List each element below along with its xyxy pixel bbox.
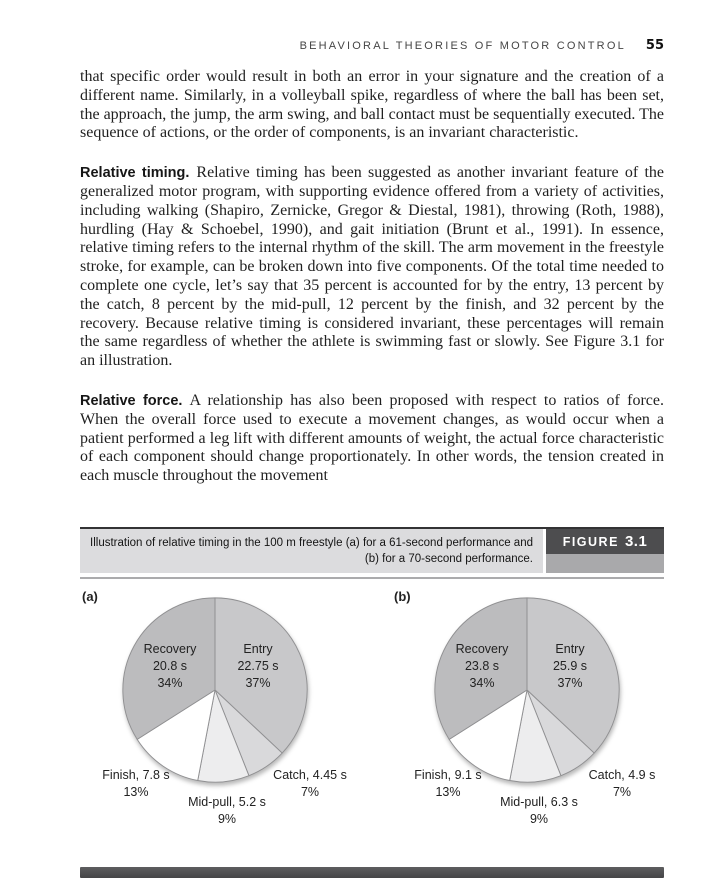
entry-pct: 37% [557, 676, 583, 690]
midpull-pct: 9% [217, 812, 237, 826]
finish-label: Finish, 9.1 s 13% [393, 767, 503, 801]
recovery-time: 23.8 s [464, 659, 500, 673]
catch-pct: 7% [300, 785, 320, 799]
recovery-pct: 34% [157, 676, 183, 690]
paragraph-invariant-order: that specific order would result in both… [80, 68, 664, 143]
recovery-name: Recovery [143, 642, 197, 656]
midpull-pct: 9% [529, 812, 549, 826]
midpull-label: Mid-pull, 5.2 s 9% [167, 794, 287, 828]
figure-caption-line1: Illustration of relative timing in the 1… [90, 537, 533, 549]
figure-label-number: 3.1 [624, 533, 648, 550]
finish-label: Finish, 7.8 s 13% [81, 767, 191, 801]
pie-charts-row: (a) Entry 22.75 s 37% Recovery 20.8 s 34… [80, 581, 664, 847]
pie-slice-entry [526, 597, 620, 754]
run-in-heading-relative-timing: Relative timing. [80, 165, 190, 182]
panel-label-b: (b) [394, 589, 411, 604]
entry-label: Entry 22.75 s 37% [203, 641, 313, 692]
pie-slice-finish [136, 689, 216, 781]
paragraph-text: Relative timing has been suggested as an… [80, 164, 664, 370]
pie-slice-entry [214, 597, 308, 754]
paragraph-relative-timing: Relative timing. Relative timing has been… [80, 164, 664, 371]
pie-slice-recovery [122, 597, 216, 740]
pie-b [434, 597, 620, 783]
recovery-label: Recovery 20.8 s 34% [115, 641, 225, 692]
entry-time: 25.9 s [552, 659, 588, 673]
finish-name-time: Finish, 9.1 s [414, 768, 482, 782]
midpull-name-time: Mid-pull, 6.3 s [500, 795, 578, 809]
midpull-name-time: Mid-pull, 5.2 s [188, 795, 266, 809]
figure-label-word: FIGURE [562, 534, 619, 549]
pie-slice-recovery [434, 597, 528, 740]
chapter-title: BEHAVIORAL THEORIES OF MOTOR CONTROL [299, 40, 626, 52]
catch-name-time: Catch, 4.9 s [588, 768, 656, 782]
recovery-label: Recovery 23.8 s 34% [427, 641, 537, 692]
pie-chart-b: (b) Entry 25.9 s 37% Recovery 23.8 s 34%… [392, 581, 684, 847]
figure-caption-bar: Illustration of relative timing in the 1… [80, 527, 664, 573]
finish-name-time: Finish, 7.8 s [102, 768, 170, 782]
paragraph-text: that specific order would result in both… [80, 68, 664, 142]
pie-a [122, 597, 308, 783]
entry-time: 22.75 s [237, 659, 279, 673]
running-head: BEHAVIORAL THEORIES OF MOTOR CONTROL 55 [80, 38, 664, 53]
entry-pct: 37% [245, 676, 271, 690]
catch-pct: 7% [612, 785, 632, 799]
catch-label: Catch, 4.45 s 7% [255, 767, 365, 801]
page-number: 55 [645, 38, 664, 53]
run-in-heading-relative-force: Relative force. [80, 392, 183, 409]
recovery-pct: 34% [469, 676, 495, 690]
finish-pct: 13% [123, 785, 149, 799]
catch-name-time: Catch, 4.45 s [273, 768, 347, 782]
figure-label: FIGURE 3.1 [546, 529, 664, 554]
paragraph-text: A relationship has also been proposed wi… [80, 391, 664, 485]
figure-caption: Illustration of relative timing in the 1… [80, 529, 543, 573]
entry-name: Entry [243, 642, 273, 656]
figure-divider-rule [80, 577, 664, 579]
finish-pct: 13% [435, 785, 461, 799]
midpull-label: Mid-pull, 6.3 s 9% [479, 794, 599, 828]
catch-label: Catch, 4.9 s 7% [567, 767, 677, 801]
paragraph-relative-force: Relative force. A relationship has also b… [80, 392, 664, 486]
entry-label: Entry 25.9 s 37% [515, 641, 625, 692]
pie-slice-finish [448, 689, 528, 781]
pie-chart-a: (a) Entry 22.75 s 37% Recovery 20.8 s 34… [80, 581, 372, 847]
figure-caption-line2: (b) for a 70-second performance. [364, 553, 533, 565]
recovery-time: 20.8 s [152, 659, 188, 673]
entry-name: Entry [555, 642, 585, 656]
figure-bottom-rule [80, 867, 664, 878]
recovery-name: Recovery [455, 642, 509, 656]
figure-label-tab: FIGURE 3.1 [546, 529, 664, 573]
figure-label-tab-shadow [546, 554, 664, 573]
body-text: that specific order would result in both… [80, 68, 664, 507]
panel-label-a: (a) [82, 589, 98, 604]
figure-3-1: Illustration of relative timing in the 1… [80, 527, 664, 847]
